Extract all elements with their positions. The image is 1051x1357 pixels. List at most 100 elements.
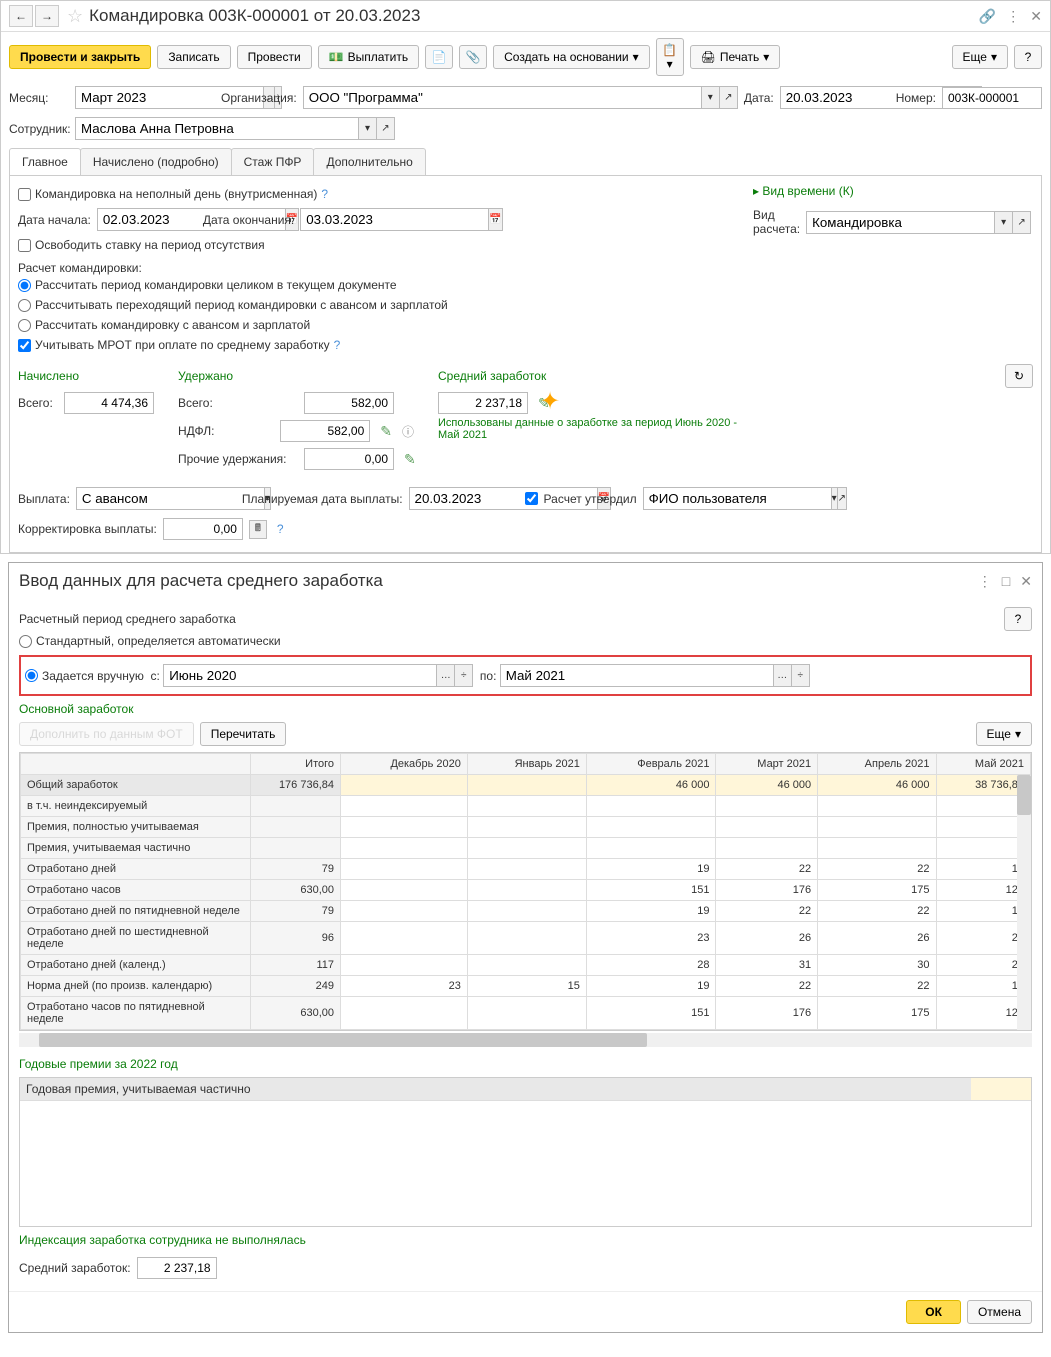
table-row[interactable]: Премия, учитываемая частично bbox=[21, 838, 1031, 859]
table-vscroll[interactable] bbox=[1017, 775, 1031, 1030]
pay-button[interactable]: 💵Выплатить bbox=[318, 45, 419, 69]
ok-button[interactable]: ОК bbox=[906, 1300, 961, 1324]
help-button[interactable]: ? bbox=[1014, 45, 1042, 69]
accrued-total-input[interactable] bbox=[64, 392, 154, 414]
table-row[interactable]: Отработано дней (календ.)11728313028 bbox=[21, 955, 1031, 976]
table-header[interactable]: Январь 2021 bbox=[467, 754, 586, 775]
dialog-menu-icon[interactable]: ⋮ bbox=[978, 573, 992, 590]
calc-radio-2[interactable] bbox=[18, 299, 31, 312]
period-std-radio[interactable] bbox=[19, 635, 32, 648]
table-row[interactable]: Отработано дней по пятидневной неделе791… bbox=[21, 901, 1031, 922]
table-header[interactable] bbox=[21, 754, 251, 775]
dialog-maximize-icon[interactable]: □ bbox=[1002, 573, 1010, 589]
save-button[interactable]: Записать bbox=[157, 45, 230, 69]
back-button[interactable]: ← bbox=[9, 5, 33, 27]
from-stepper[interactable]: ÷ bbox=[455, 664, 473, 687]
org-input[interactable] bbox=[303, 86, 702, 109]
avg-edit-icon[interactable]: ✎✦ bbox=[538, 395, 550, 412]
menu-icon[interactable]: ⋮ bbox=[1006, 8, 1020, 25]
approver-open[interactable]: ↗ bbox=[838, 487, 847, 510]
ndfl-input[interactable] bbox=[280, 420, 370, 442]
ndfl-info-icon[interactable]: ⓘ bbox=[402, 423, 414, 440]
end-date-input[interactable] bbox=[300, 208, 489, 231]
emp-input[interactable] bbox=[75, 117, 359, 140]
mrot-help[interactable]: ? bbox=[334, 338, 341, 352]
close-icon[interactable]: ✕ bbox=[1030, 8, 1042, 25]
tab-main[interactable]: Главное bbox=[9, 148, 81, 175]
ndfl-edit-icon[interactable]: ✎ bbox=[380, 423, 392, 440]
to-ellipsis[interactable]: … bbox=[774, 664, 792, 687]
date-input[interactable] bbox=[780, 86, 969, 109]
recalc-button[interactable]: Перечитать bbox=[200, 722, 287, 746]
correction-help[interactable]: ? bbox=[277, 522, 284, 536]
table-header[interactable]: Февраль 2021 bbox=[586, 754, 716, 775]
link-icon[interactable]: 🔗 bbox=[979, 8, 996, 25]
emp-dropdown[interactable]: ▾ bbox=[359, 117, 377, 140]
calc-radio-3[interactable] bbox=[18, 319, 31, 332]
print-button[interactable]: 🖨 Печать ▾ bbox=[690, 45, 781, 69]
table-row[interactable]: в т.ч. неиндексируемый bbox=[21, 796, 1031, 817]
bonus-row[interactable]: Годовая премия, учитываемая частично bbox=[20, 1078, 1031, 1101]
table-row[interactable]: Норма дней (по произв. календарю)2492315… bbox=[21, 976, 1031, 997]
calc-type-dropdown[interactable]: ▾ bbox=[995, 211, 1013, 234]
free-rate-checkbox[interactable] bbox=[18, 239, 31, 252]
refresh-button[interactable]: ↻ bbox=[1005, 364, 1033, 388]
dialog-help-button[interactable]: ? bbox=[1004, 607, 1032, 631]
table-header[interactable]: Май 2021 bbox=[936, 754, 1030, 775]
post-button[interactable]: Провести bbox=[237, 45, 312, 69]
table-row[interactable]: Премия, полностью учитываемая bbox=[21, 817, 1031, 838]
to-stepper[interactable]: ÷ bbox=[792, 664, 810, 687]
table-row[interactable]: Отработано дней по шестидневной неделе96… bbox=[21, 922, 1031, 955]
time-type-link[interactable]: ▸ Вид времени (К) bbox=[753, 184, 1033, 198]
table-row[interactable]: Отработано дней7919222216 bbox=[21, 859, 1031, 880]
calc-type-input[interactable] bbox=[806, 211, 995, 234]
partial-day-help[interactable]: ? bbox=[321, 187, 328, 201]
create-based-button[interactable]: Создать на основании ▾ bbox=[493, 45, 650, 69]
table-header[interactable]: Итого bbox=[251, 754, 341, 775]
approver-input[interactable] bbox=[643, 487, 832, 510]
from-input[interactable] bbox=[163, 664, 437, 687]
attach-icon-button[interactable]: 📎 bbox=[459, 45, 487, 69]
table-more-button[interactable]: Еще ▾ bbox=[976, 722, 1032, 746]
forward-button[interactable]: → bbox=[35, 5, 59, 27]
num-input[interactable] bbox=[942, 87, 1042, 109]
dialog-close-icon[interactable]: ✕ bbox=[1020, 573, 1032, 590]
payout-input[interactable] bbox=[76, 487, 265, 510]
earnings-table[interactable]: ИтогоДекабрь 2020Январь 2021Февраль 2021… bbox=[20, 753, 1031, 1030]
other-input[interactable] bbox=[304, 448, 394, 470]
correction-input[interactable] bbox=[163, 518, 243, 540]
misc-icon-button[interactable]: 📋▾ bbox=[656, 38, 684, 76]
calc-radio-1[interactable] bbox=[18, 279, 31, 292]
approved-checkbox[interactable] bbox=[525, 492, 538, 505]
table-header[interactable]: Март 2021 bbox=[716, 754, 818, 775]
org-open[interactable]: ↗ bbox=[720, 86, 738, 109]
star-icon[interactable]: ☆ bbox=[67, 6, 83, 27]
dialog-avg-input[interactable] bbox=[137, 1257, 217, 1279]
more-button[interactable]: Еще ▾ bbox=[952, 45, 1008, 69]
document-icon-button[interactable]: 📄 bbox=[425, 45, 453, 69]
org-dropdown[interactable]: ▾ bbox=[702, 86, 720, 109]
table-header[interactable]: Апрель 2021 bbox=[818, 754, 936, 775]
end-calendar-icon[interactable]: 📅 bbox=[489, 208, 502, 231]
table-header[interactable]: Декабрь 2020 bbox=[341, 754, 468, 775]
to-input[interactable] bbox=[500, 664, 774, 687]
partial-day-checkbox[interactable] bbox=[18, 188, 31, 201]
from-ellipsis[interactable]: … bbox=[437, 664, 455, 687]
cancel-button[interactable]: Отмена bbox=[967, 1300, 1032, 1324]
withheld-total-input[interactable] bbox=[304, 392, 394, 414]
table-row[interactable]: Отработано часов630,00151176175128 bbox=[21, 880, 1031, 901]
tab-accrued[interactable]: Начислено (подробно) bbox=[80, 148, 232, 175]
table-hscroll[interactable] bbox=[19, 1033, 1032, 1047]
avg-input[interactable] bbox=[438, 392, 528, 414]
post-close-button[interactable]: Провести и закрыть bbox=[9, 45, 151, 69]
period-manual-radio[interactable] bbox=[25, 669, 38, 682]
calc-type-open[interactable]: ↗ bbox=[1013, 211, 1031, 234]
tab-extra[interactable]: Дополнительно bbox=[313, 148, 425, 175]
table-row[interactable]: Общий заработок176 736,8446 00046 00046 … bbox=[21, 775, 1031, 796]
emp-open[interactable]: ↗ bbox=[377, 117, 395, 140]
tab-pfr[interactable]: Стаж ПФР bbox=[231, 148, 315, 175]
correction-calc-icon[interactable]: 🖩 bbox=[249, 520, 267, 539]
table-row[interactable]: Отработано часов по пятидневной неделе63… bbox=[21, 997, 1031, 1030]
mrot-checkbox[interactable] bbox=[18, 339, 31, 352]
other-edit-icon[interactable]: ✎ bbox=[404, 451, 416, 468]
